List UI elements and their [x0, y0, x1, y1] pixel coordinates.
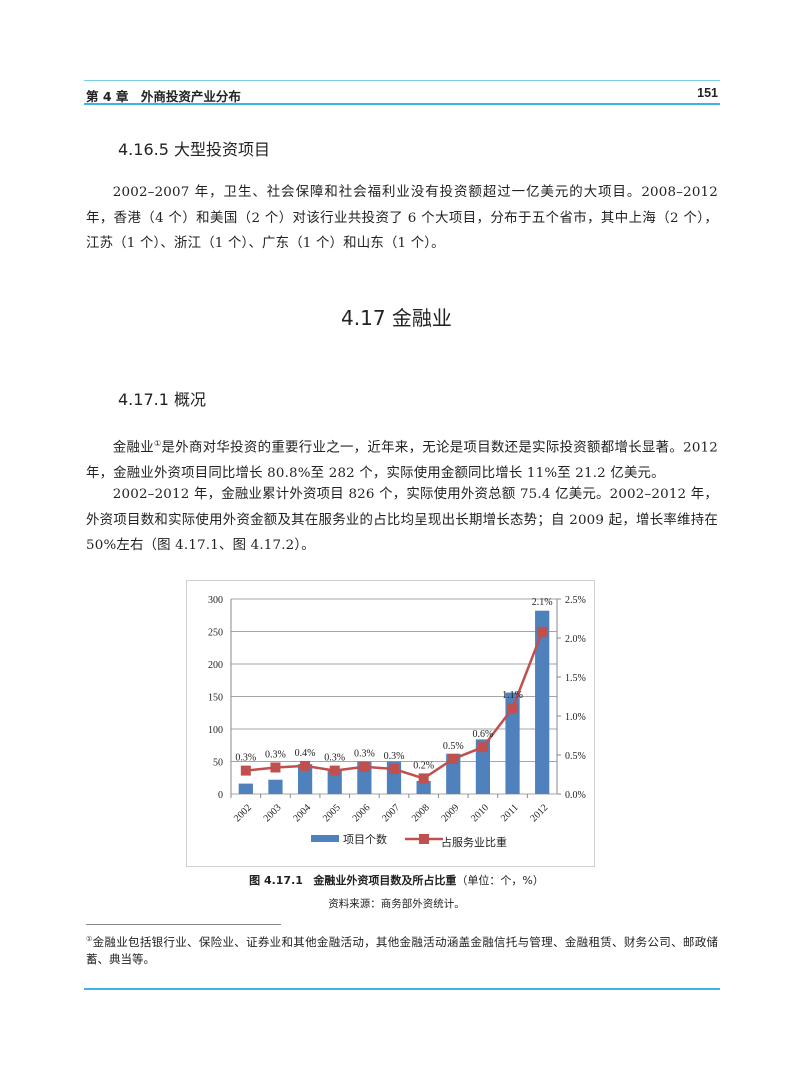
- marker-2010: [477, 742, 488, 753]
- data-label: 0.6%: [472, 729, 493, 740]
- footnote-rule: [86, 924, 281, 925]
- left-tick-label: 300: [208, 595, 223, 606]
- marker-2004: [300, 760, 311, 771]
- text: 金融业: [112, 440, 154, 456]
- marker-2006: [359, 761, 370, 772]
- right-tick-label: 0.0%: [565, 790, 586, 801]
- caption-unit: （单位：个，%）: [456, 874, 544, 887]
- figure-caption: 图 4.17.1 金融业外资项目数及所占比重（单位：个，%）: [0, 872, 793, 888]
- x-tick-label: 2010: [469, 802, 491, 824]
- marker-2011: [507, 703, 518, 714]
- x-tick-label: 2011: [499, 802, 521, 824]
- text: 是外商对华投资的重要行业之一，近年来，无论是项目数还是实际投资额都增长显著。20…: [86, 440, 718, 481]
- footnote: ①金融业包括银行业、保险业、证券业和其他金融活动，其他金融活动涵盖金融信托与管理…: [86, 931, 718, 968]
- bar-2008: [416, 781, 431, 794]
- header-rule: [84, 103, 720, 105]
- marker-2002: [240, 765, 251, 776]
- x-tick-label: 2006: [351, 802, 373, 824]
- x-tick-label: 2002: [232, 802, 254, 824]
- caption-title: 金融业外资项目数及所占比重: [313, 874, 457, 887]
- chapter-header: 第 4 章 外商投资产业分布: [86, 89, 241, 104]
- data-label: 2.1%: [532, 597, 553, 608]
- footnote-mark: ①: [86, 935, 93, 943]
- x-tick-label: 2008: [410, 802, 432, 824]
- x-tick-label: 2003: [262, 802, 284, 824]
- section-heading-4-17: 4.17 金融业: [341, 306, 452, 330]
- marker-2007: [389, 764, 399, 775]
- page-number: 151: [697, 86, 718, 100]
- data-label: 1.1%: [502, 690, 523, 701]
- right-tick-label: 1.0%: [565, 712, 586, 723]
- paragraph-overview-2: 2002–2012 年，金融业累计外资项目 826 个，实际使用外资总额 75.…: [86, 487, 718, 553]
- header-top-rule: [84, 80, 720, 81]
- data-label: 0.3%: [384, 751, 405, 762]
- data-label: 0.3%: [265, 749, 286, 760]
- chart-container: 0 50 100 150 200 250 300 0.0% 0.5% 1.0% 1.5% 2.0% 2.…: [186, 580, 595, 867]
- data-label: 0.4%: [295, 748, 316, 759]
- paragraph-large-projects: 2002–2007 年，卫生、社会保障和社会福利业没有投资额超过一亿美元的大项目…: [86, 185, 718, 251]
- footnote-text: 金融业包括银行业、保险业、证券业和其他金融活动，其他金融活动涵盖金融信托与管理、…: [86, 934, 718, 966]
- caption-number: 图 4.17.1: [249, 874, 303, 887]
- data-label: 0.3%: [354, 749, 375, 760]
- x-tick-label: 2007: [380, 802, 402, 824]
- bar-2012: [535, 610, 550, 794]
- right-tick-label: 2.0%: [565, 634, 586, 645]
- x-tick-label: 2004: [291, 802, 313, 824]
- bar-2010: [475, 739, 491, 794]
- right-tick-label: 1.5%: [565, 673, 586, 684]
- data-label: 0.3%: [235, 753, 256, 764]
- right-tick-label: 0.5%: [565, 751, 586, 762]
- x-tick-label: 2009: [439, 802, 461, 824]
- footer-rule: [84, 988, 720, 990]
- x-tick-label: 2005: [321, 802, 343, 824]
- figure-source: 资料来源：商务部外资统计。: [328, 898, 465, 910]
- x-tick-label: 2012: [528, 802, 550, 824]
- legend-swatch-bars: [311, 835, 339, 842]
- bar-2003: [268, 779, 283, 794]
- right-tick-label: 2.5%: [565, 595, 586, 606]
- left-tick-label: 100: [208, 725, 223, 736]
- footnote-ref[interactable]: ①: [153, 439, 162, 448]
- left-tick-label: 50: [213, 758, 223, 769]
- marker-2008: [418, 773, 429, 784]
- bar-2004: [297, 764, 313, 794]
- marker-2003: [270, 762, 281, 773]
- left-tick-label: 200: [208, 660, 223, 671]
- legend-swatch-marker: [419, 834, 429, 844]
- marker-2009: [448, 753, 459, 764]
- bar-2002: [238, 783, 253, 794]
- left-tick-label: 250: [208, 628, 223, 639]
- data-label: 0.2%: [413, 760, 434, 771]
- left-tick-label: 0: [218, 790, 223, 801]
- legend-label-bars: 项目个数: [343, 833, 387, 846]
- combo-chart: 0 50 100 150 200 250 300 0.0% 0.5% 1.0% 1.5% 2.0% 2.…: [208, 595, 586, 849]
- marker-2005: [329, 765, 340, 776]
- data-label: 0.3%: [324, 753, 345, 764]
- section-heading-4-16-5: 4.16.5 大型投资项目: [118, 140, 270, 159]
- bar-2011: [505, 692, 520, 794]
- marker-2012: [537, 626, 548, 637]
- section-heading-4-17-1: 4.17.1 概况: [118, 390, 206, 409]
- legend-label-line: 占服务业比重: [441, 835, 507, 849]
- data-label: 0.5%: [443, 741, 464, 752]
- paragraph-overview-1: 金融业①是外商对华投资的重要行业之一，近年来，无论是项目数还是实际投资额都增长显…: [86, 431, 718, 486]
- left-tick-label: 150: [208, 693, 223, 704]
